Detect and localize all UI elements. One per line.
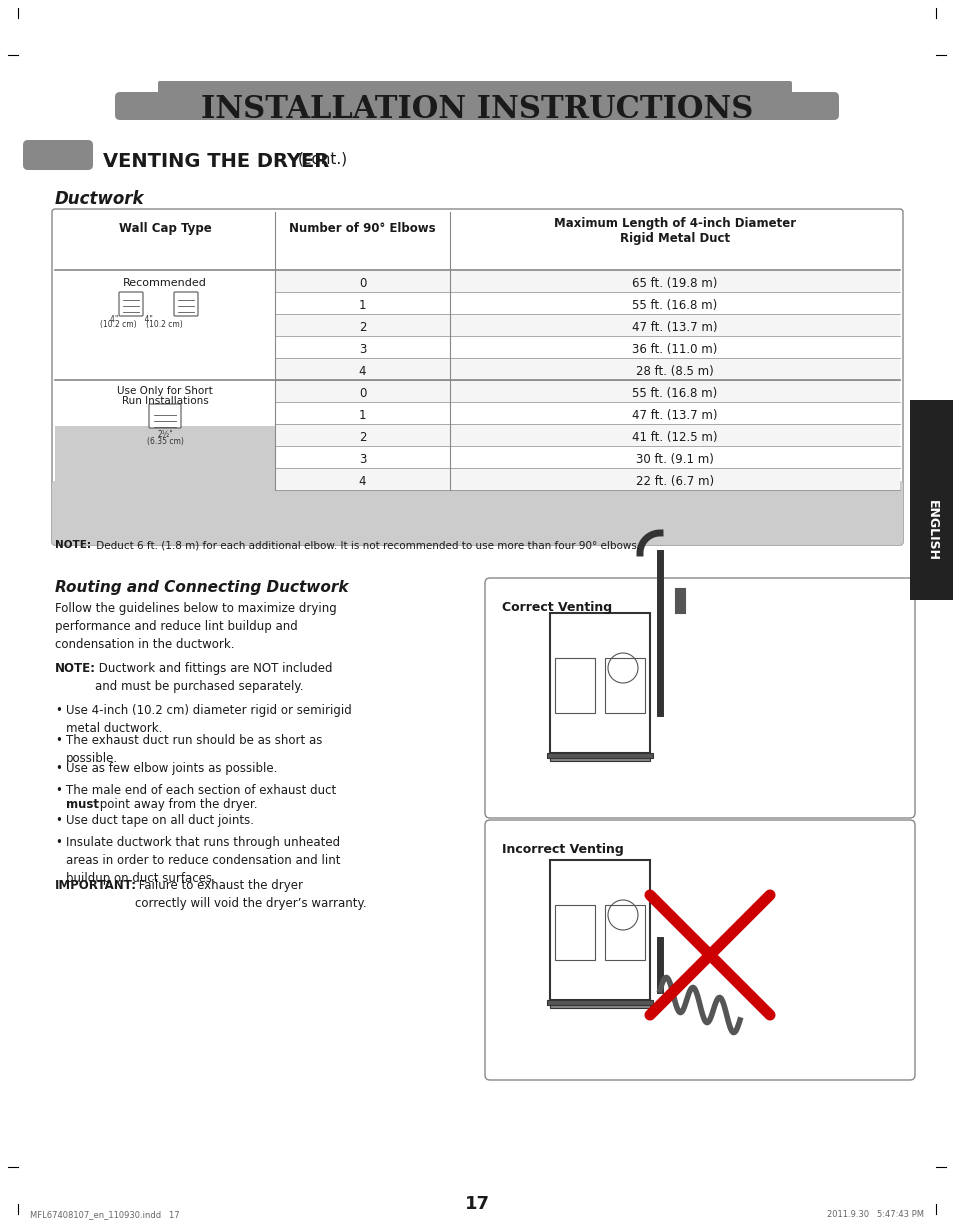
Bar: [550, 613, 649, 753]
FancyBboxPatch shape: [149, 404, 181, 428]
Bar: [274, 468, 899, 490]
Text: Ductwork: Ductwork: [55, 189, 144, 208]
Text: Correct Venting: Correct Venting: [501, 601, 612, 613]
Bar: [274, 402, 899, 424]
Text: Ductwork and fittings are NOT included
and must be purchased separately.: Ductwork and fittings are NOT included a…: [95, 662, 333, 693]
Text: •: •: [55, 836, 62, 849]
FancyBboxPatch shape: [52, 481, 902, 545]
Text: The male end of each section of exhaust duct: The male end of each section of exhaust …: [66, 785, 335, 797]
Text: 4: 4: [358, 475, 366, 488]
Text: Number of 90° Elbows: Number of 90° Elbows: [289, 222, 436, 235]
Text: (cont.): (cont.): [297, 152, 348, 167]
Text: Failure to exhaust the dryer
correctly will void the dryer’s warranty.: Failure to exhaust the dryer correctly w…: [135, 879, 366, 910]
Bar: [274, 380, 899, 402]
Text: 36 ft. (11.0 m): 36 ft. (11.0 m): [632, 343, 717, 356]
Text: 55 ft. (16.8 m): 55 ft. (16.8 m): [632, 299, 717, 312]
Text: 2: 2: [358, 431, 366, 444]
Bar: [550, 1000, 649, 1008]
Bar: [274, 358, 899, 380]
Text: 3: 3: [358, 343, 366, 356]
FancyBboxPatch shape: [52, 209, 902, 545]
Text: must: must: [66, 798, 99, 811]
Text: •: •: [55, 763, 62, 775]
Text: •: •: [55, 814, 62, 827]
Text: •: •: [55, 785, 62, 797]
Text: (10.2 cm)    (10.2 cm): (10.2 cm) (10.2 cm): [100, 320, 183, 329]
Text: ENGLISH: ENGLISH: [924, 500, 938, 561]
Text: 1: 1: [358, 409, 366, 422]
Text: 4: 4: [358, 365, 366, 378]
Text: Run Installations: Run Installations: [121, 396, 208, 406]
Text: •: •: [55, 734, 62, 747]
Text: Incorrect Venting: Incorrect Venting: [501, 843, 623, 855]
Text: (6.35 cm): (6.35 cm): [147, 437, 183, 446]
Text: 1: 1: [358, 299, 366, 312]
FancyBboxPatch shape: [484, 578, 914, 818]
Text: 22 ft. (6.7 m): 22 ft. (6.7 m): [636, 475, 713, 488]
Text: INSTALLATION INSTRUCTIONS: INSTALLATION INSTRUCTIONS: [200, 94, 753, 125]
FancyBboxPatch shape: [23, 141, 92, 170]
Bar: [555, 906, 595, 960]
Text: NOTE:: NOTE:: [55, 662, 96, 675]
Text: •: •: [55, 704, 62, 717]
Text: Use 4-inch (10.2 cm) diameter rigid or semirigid
metal ductwork.: Use 4-inch (10.2 cm) diameter rigid or s…: [66, 704, 352, 734]
Text: 41 ft. (12.5 m): 41 ft. (12.5 m): [632, 431, 717, 444]
FancyBboxPatch shape: [115, 92, 838, 120]
Text: 0: 0: [358, 387, 366, 400]
Text: Follow the guidelines below to maximize drying
performance and reduce lint build: Follow the guidelines below to maximize …: [55, 602, 336, 651]
Bar: [274, 314, 899, 336]
Text: 0: 0: [358, 277, 366, 290]
Bar: [550, 860, 649, 1000]
Text: 2½": 2½": [157, 430, 172, 439]
Text: The exhaust duct run should be as short as
possible.: The exhaust duct run should be as short …: [66, 734, 322, 765]
Text: 2011.9.30   5:47:43 PM: 2011.9.30 5:47:43 PM: [826, 1210, 923, 1220]
Text: Use Only for Short: Use Only for Short: [117, 386, 213, 396]
Text: 3: 3: [358, 453, 366, 466]
Text: 47 ft. (13.7 m): 47 ft. (13.7 m): [632, 409, 717, 422]
Bar: [546, 753, 652, 758]
Text: Use as few elbow joints as possible.: Use as few elbow joints as possible.: [66, 763, 277, 775]
Bar: [604, 657, 644, 712]
Text: 28 ft. (8.5 m): 28 ft. (8.5 m): [636, 365, 713, 378]
Text: 30 ft. (9.1 m): 30 ft. (9.1 m): [636, 453, 713, 466]
FancyBboxPatch shape: [484, 820, 914, 1080]
Text: Routing and Connecting Ductwork: Routing and Connecting Ductwork: [55, 580, 348, 595]
Bar: [274, 292, 899, 314]
Text: Recommended: Recommended: [123, 277, 207, 288]
Bar: [909, 400, 953, 600]
Text: Use duct tape on all duct joints.: Use duct tape on all duct joints.: [66, 814, 253, 827]
Bar: [274, 336, 899, 358]
Text: 2: 2: [358, 321, 366, 334]
Text: Insulate ductwork that runs through unheated
areas in order to reduce condensati: Insulate ductwork that runs through unhe…: [66, 836, 340, 885]
Bar: [550, 753, 649, 761]
Bar: [604, 906, 644, 960]
Text: IMPORTANT:: IMPORTANT:: [55, 879, 137, 892]
Text: 47 ft. (13.7 m): 47 ft. (13.7 m): [632, 321, 717, 334]
Text: VENTING THE DRYER: VENTING THE DRYER: [103, 152, 329, 171]
Text: point away from the dryer.: point away from the dryer.: [96, 798, 257, 811]
Bar: [274, 270, 899, 292]
Bar: [55, 426, 899, 484]
Text: NOTE:: NOTE:: [55, 540, 91, 550]
Text: Deduct 6 ft. (1.8 m) for each additional elbow. It is not recommended to use mor: Deduct 6 ft. (1.8 m) for each additional…: [92, 540, 639, 550]
Bar: [274, 424, 899, 446]
Bar: [274, 446, 899, 468]
Text: 65 ft. (19.8 m): 65 ft. (19.8 m): [632, 277, 717, 290]
Text: 4"           4": 4" 4": [110, 315, 152, 324]
Text: 55 ft. (16.8 m): 55 ft. (16.8 m): [632, 387, 717, 400]
Bar: [555, 657, 595, 712]
Bar: [546, 1000, 652, 1004]
FancyBboxPatch shape: [158, 81, 791, 108]
Text: Maximum Length of 4-inch Diameter
Rigid Metal Duct: Maximum Length of 4-inch Diameter Rigid …: [554, 218, 795, 244]
FancyBboxPatch shape: [173, 292, 198, 316]
FancyBboxPatch shape: [119, 292, 143, 316]
Text: MFL67408107_en_110930.indd   17: MFL67408107_en_110930.indd 17: [30, 1210, 179, 1220]
Text: Wall Cap Type: Wall Cap Type: [118, 222, 212, 235]
Text: 17: 17: [464, 1195, 489, 1213]
